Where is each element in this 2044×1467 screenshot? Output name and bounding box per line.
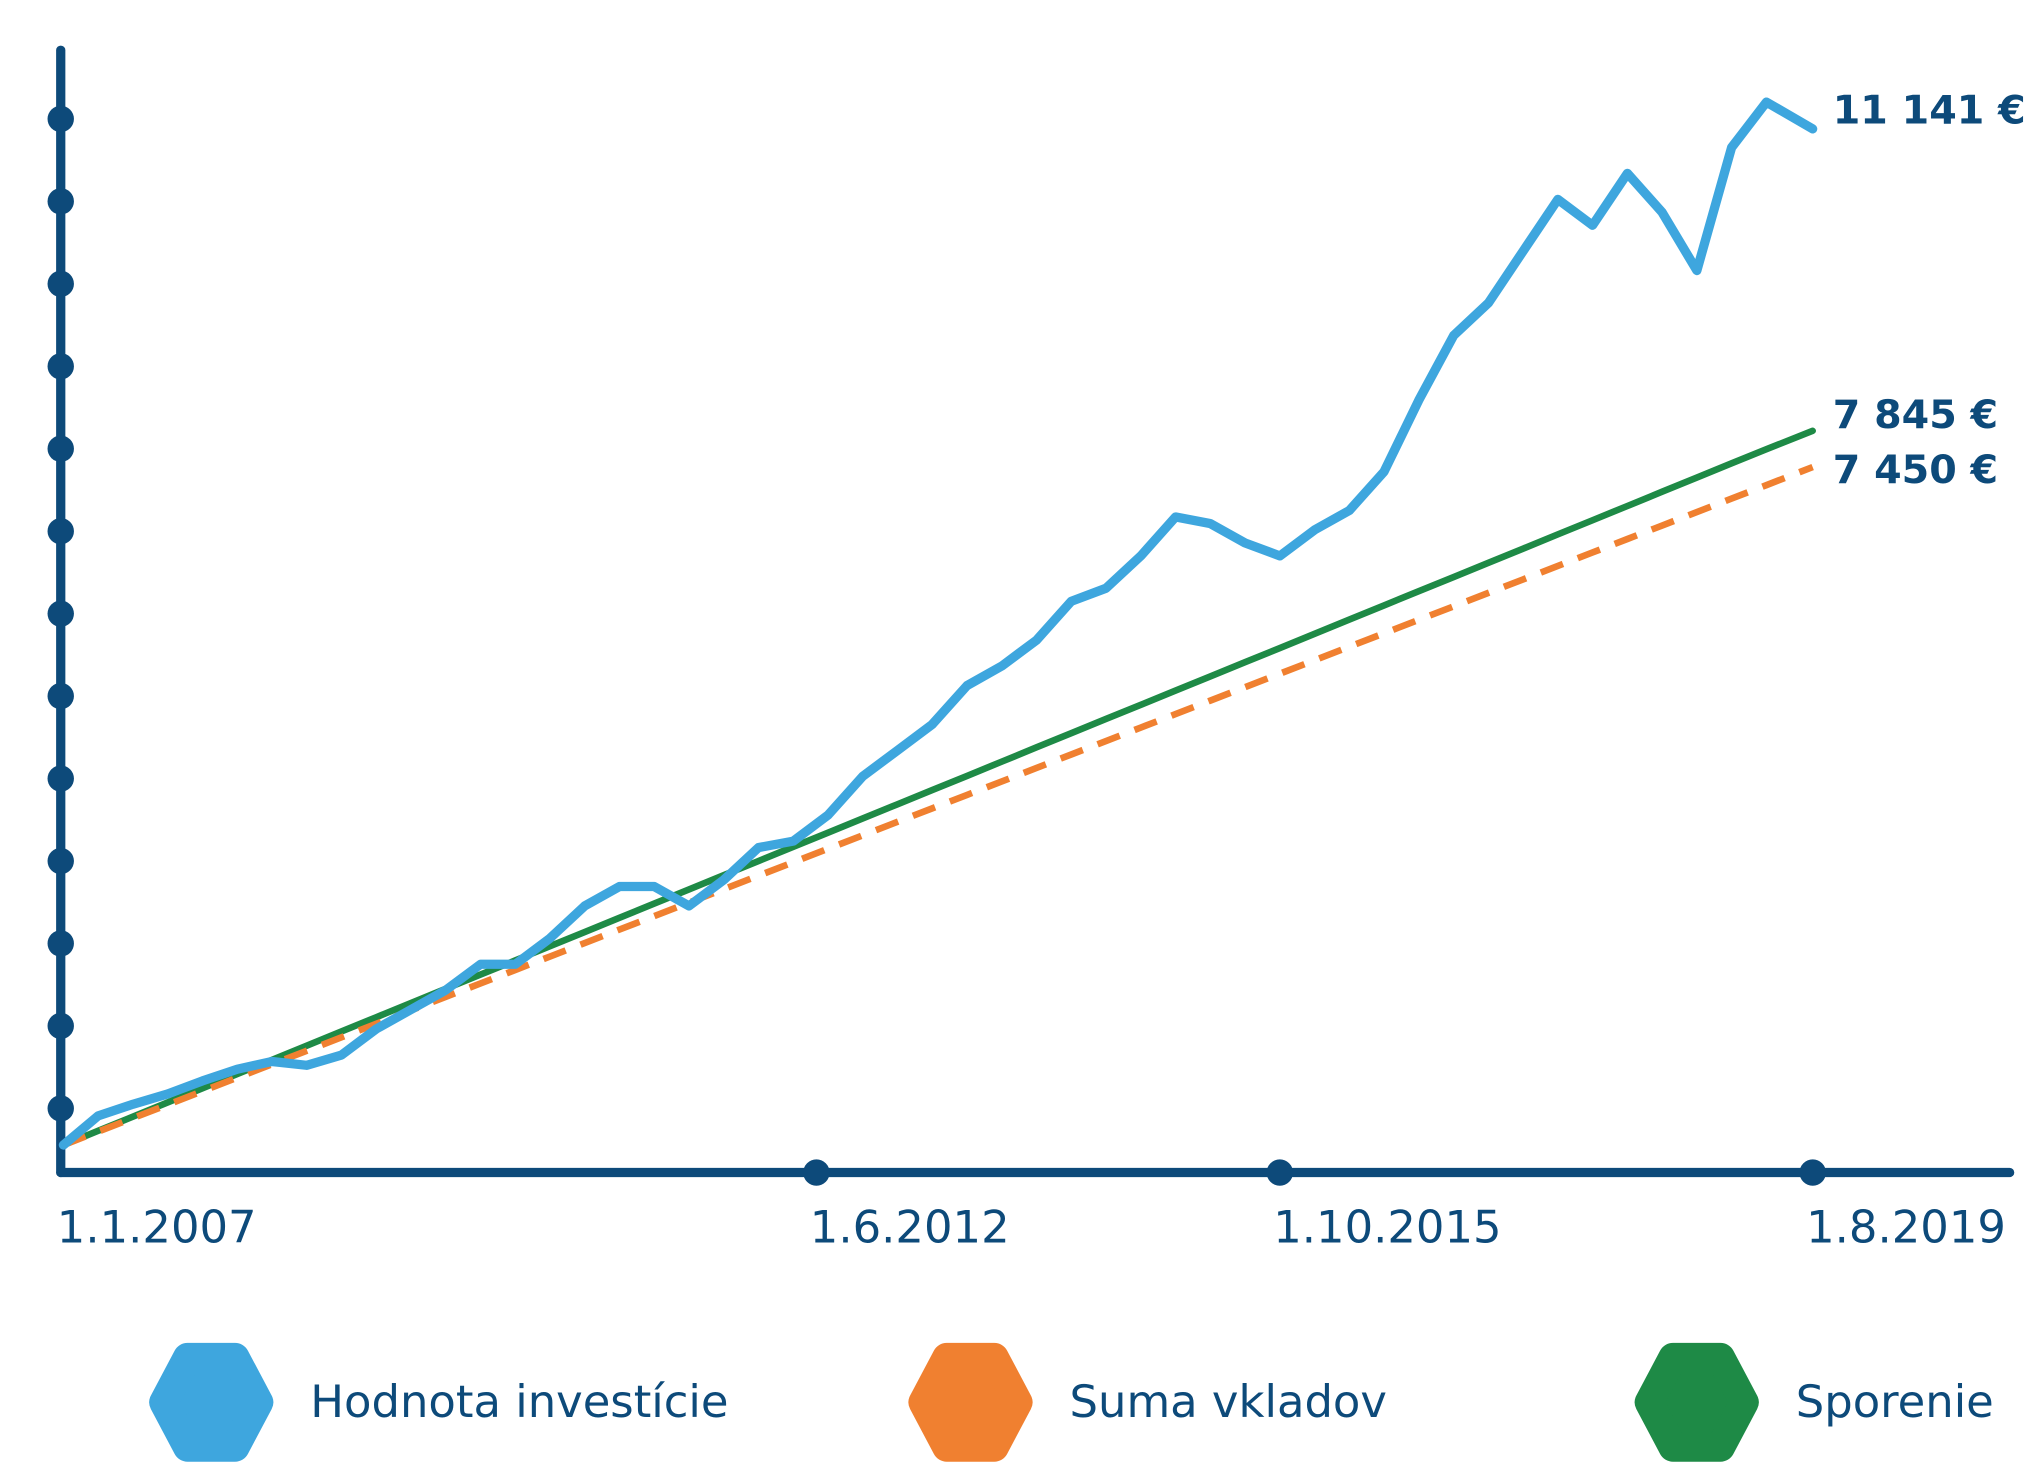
y-tick-dot	[47, 188, 74, 215]
legend-swatch	[149, 1342, 274, 1462]
end-value-label: 11 141 €	[1833, 88, 2026, 134]
y-tick-dot	[47, 930, 74, 957]
y-tick-dot	[47, 517, 74, 545]
legend-label: Suma vkladov	[1070, 1375, 1387, 1428]
y-tick-dot	[47, 270, 74, 298]
y-tick-dot	[47, 435, 74, 462]
legend-label: Sporenie	[1796, 1375, 1994, 1428]
y-tick-dot	[47, 765, 74, 792]
x-tick-label: 1.1.2007	[57, 1201, 257, 1254]
legend-swatch	[1634, 1342, 1759, 1462]
legend-swatch	[908, 1342, 1033, 1462]
x-tick-dot	[803, 1159, 830, 1186]
y-tick-dot	[47, 600, 74, 627]
end-value-label: 7 450 €	[1833, 447, 1998, 493]
x-tick-label: 1.6.2012	[810, 1201, 1010, 1254]
y-tick-dot	[47, 682, 74, 710]
y-tick-dot	[47, 1095, 74, 1122]
y-tick-dot	[47, 353, 74, 380]
x-tick-label: 1.10.2015	[1273, 1201, 1501, 1254]
end-value-label: 7 845 €	[1833, 392, 1998, 438]
y-tick-dot	[47, 847, 74, 875]
x-tick-dot	[1799, 1159, 1826, 1186]
y-tick-dot	[47, 105, 74, 133]
x-tick-label: 1.8.2019	[1806, 1201, 2006, 1254]
series-line	[62, 463, 1814, 1149]
legend-label: Hodnota investície	[310, 1375, 728, 1428]
series-line	[58, 97, 1818, 1150]
y-tick-dot	[47, 1012, 74, 1040]
x-tick-dot	[1266, 1159, 1294, 1186]
series-line	[60, 427, 1816, 1149]
